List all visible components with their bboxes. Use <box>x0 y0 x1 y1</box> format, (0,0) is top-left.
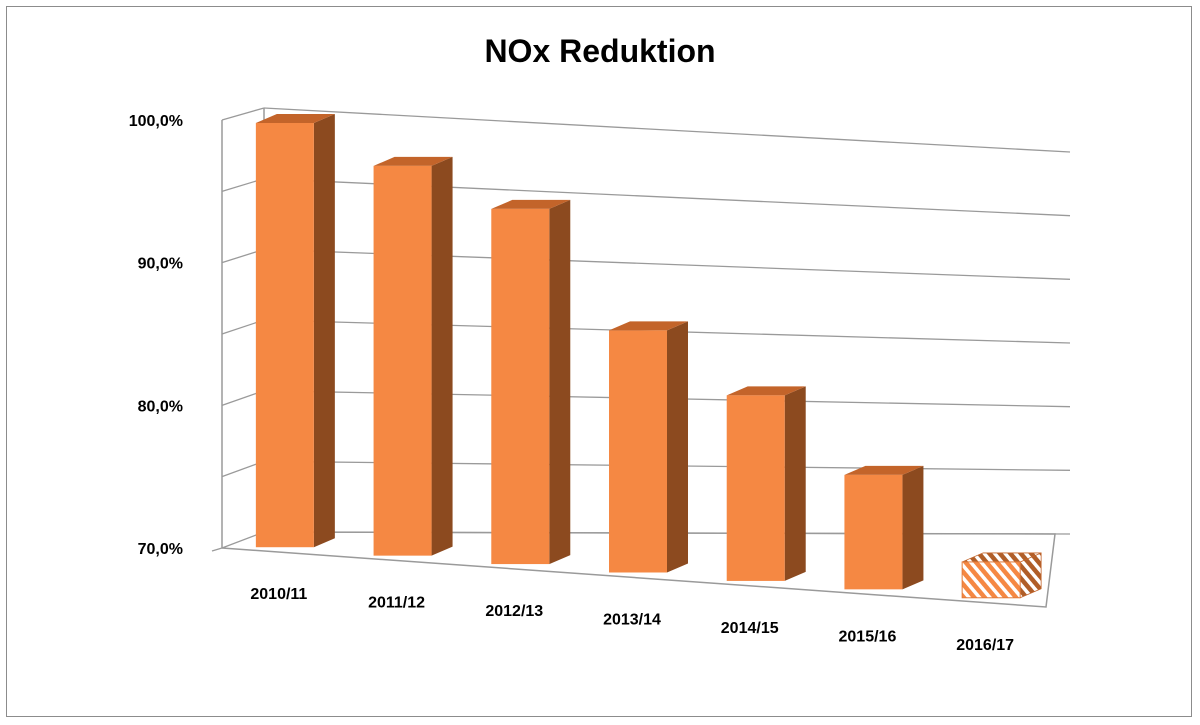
bar-front <box>491 208 550 565</box>
x-category-labels: 2010/11 2011/12 2012/13 2013/14 2014/15 2015/… <box>250 586 1014 654</box>
y-tick-labels: 100,0% 90,0% 80,0% 70,0% <box>129 113 183 558</box>
bar-2016/17 <box>961 552 1042 599</box>
bar-side <box>784 386 806 581</box>
x-category-label: 2014/15 <box>721 620 779 637</box>
bar-front <box>726 395 785 581</box>
y-tick-label: 80,0% <box>138 398 183 415</box>
bar-front <box>844 474 903 590</box>
bar-2012/13 <box>491 199 571 565</box>
axis-tick <box>211 547 223 552</box>
y-tick-label: 100,0% <box>129 113 183 130</box>
x-category-label: 2011/12 <box>368 595 425 612</box>
bar-top <box>491 199 571 209</box>
bar-side <box>549 199 571 565</box>
bar-2010/11 <box>255 113 335 548</box>
bar-front <box>373 165 432 556</box>
chart-frame <box>6 6 1192 717</box>
bar-front <box>255 122 314 548</box>
x-category-label: 2010/11 <box>250 586 307 603</box>
bar-side <box>667 321 688 573</box>
x-category-label: 2013/14 <box>603 612 661 629</box>
bar-2014/15 <box>726 386 806 581</box>
y-tick-label: 70,0% <box>138 541 183 558</box>
bar-2013/14 <box>609 321 688 573</box>
bar-top <box>609 321 688 331</box>
gridline-side <box>221 107 265 121</box>
chart-title: NOx Reduktion <box>484 33 715 69</box>
bars <box>255 113 1042 599</box>
gridline-back <box>263 107 1071 153</box>
bar-front <box>609 330 667 573</box>
bar-side <box>431 156 453 556</box>
bar-top <box>844 465 924 475</box>
x-category-label: 2016/17 <box>956 637 1014 654</box>
bar-2015/16 <box>844 465 924 590</box>
bar-side <box>902 465 924 590</box>
x-category-label: 2015/16 <box>839 628 897 645</box>
bar-top <box>373 156 453 166</box>
bar-side <box>313 113 335 548</box>
bar-front <box>961 561 1021 599</box>
bar-2011/12 <box>373 156 453 556</box>
x-category-label: 2012/13 <box>485 603 543 620</box>
bar-top <box>255 113 335 123</box>
bar-top <box>726 386 806 396</box>
y-tick-label: 90,0% <box>138 256 183 273</box>
